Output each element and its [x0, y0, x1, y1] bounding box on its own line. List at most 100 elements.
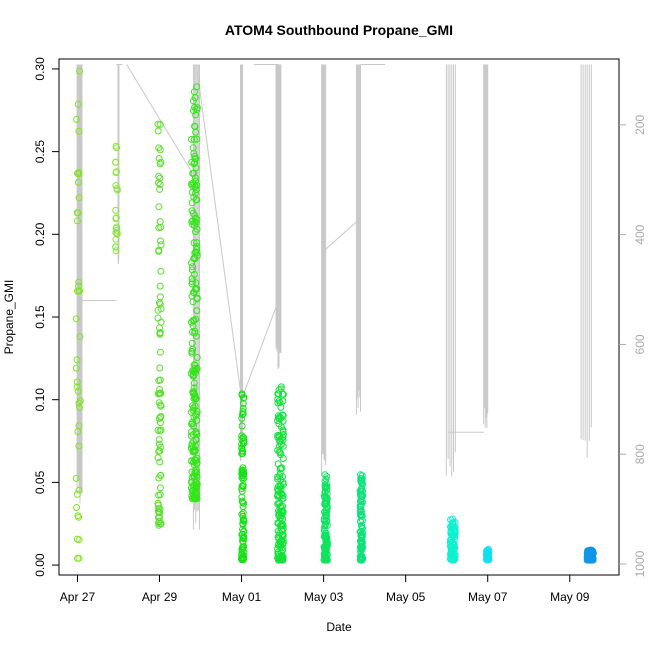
data-point: [75, 536, 83, 544]
data-point: [154, 179, 162, 187]
data-point: [322, 555, 330, 563]
data-point: [321, 508, 329, 516]
data-point: [156, 458, 164, 466]
data-point: [155, 440, 163, 448]
data-point: [323, 473, 331, 481]
right-axis-tick-label: 400: [633, 224, 647, 244]
data-point: [157, 444, 164, 451]
data-point: [359, 492, 366, 500]
data-point: [276, 482, 284, 490]
data-point: [193, 135, 201, 143]
data-point: [190, 395, 198, 403]
data-point: [112, 206, 120, 214]
data-point: [192, 495, 200, 503]
data-point: [192, 189, 199, 197]
data-point: [189, 263, 196, 271]
data-point: [156, 120, 164, 128]
data-point: [193, 354, 201, 361]
data-point: [155, 203, 163, 211]
data-point: [75, 399, 83, 407]
data-point: [155, 491, 163, 499]
data-point: [240, 434, 248, 442]
data-point: [74, 100, 82, 108]
data-point: [275, 511, 283, 519]
data-point: [240, 548, 248, 556]
data-point: [357, 507, 365, 515]
data-point: [154, 426, 162, 434]
data-point: [157, 348, 164, 356]
data-point: [239, 516, 247, 524]
data-point: [157, 237, 164, 245]
y-tick-label: 0.30: [33, 57, 47, 81]
data-point: [188, 349, 196, 357]
data-point: [191, 402, 199, 410]
data-point: [154, 306, 162, 314]
data-point: [154, 454, 162, 462]
data-point: [73, 383, 81, 391]
data-point: [275, 412, 282, 420]
data-point: [155, 474, 163, 482]
data-point: [279, 436, 287, 444]
x-tick-label: May 03: [304, 590, 344, 604]
data-point: [240, 528, 248, 536]
data-point: [190, 372, 198, 380]
data-point: [239, 483, 247, 491]
data-point: [74, 387, 82, 395]
data-point: [155, 521, 163, 529]
data-point: [485, 547, 492, 555]
data-point: [188, 259, 196, 267]
data-point: [191, 362, 199, 369]
data-point: [279, 397, 287, 405]
data-point: [192, 111, 200, 119]
data-point: [357, 506, 364, 513]
y-tick-label: 0.00: [33, 553, 47, 577]
data-point: [190, 88, 198, 96]
data-point: [188, 135, 195, 143]
data-point: [157, 318, 165, 326]
data-point: [75, 513, 83, 521]
right-axis-tick-label: 200: [633, 115, 647, 135]
right-axis: 200 400 600 800 1000: [619, 115, 647, 577]
data-point: [190, 181, 198, 189]
data-point: [154, 501, 162, 509]
data-point: [357, 556, 365, 564]
data-point: [451, 531, 458, 539]
data-point: [157, 267, 165, 275]
x-axis-label: Date: [326, 620, 352, 634]
data-point: [193, 469, 200, 476]
data-point: [157, 402, 165, 410]
data-point: [238, 444, 246, 452]
data-point: [188, 275, 196, 283]
data-point: [157, 426, 165, 434]
data-point: [112, 235, 120, 243]
data-point: [278, 464, 286, 472]
data-point: [277, 383, 285, 391]
data-point: [74, 554, 81, 562]
data-point: [278, 490, 286, 498]
y-axis: 0.00 0.05 0.10 0.15 0.20 0.25 0.30: [33, 57, 59, 577]
data-point: [191, 249, 199, 257]
data-point: [321, 488, 329, 496]
data-point: [321, 511, 329, 519]
data-point: [238, 414, 246, 422]
data-point: [154, 120, 162, 128]
data-point: [357, 485, 365, 493]
data-point: [239, 544, 247, 552]
data-point: [239, 512, 247, 520]
data-point: [73, 115, 81, 123]
y-tick-label: 0.10: [33, 388, 47, 412]
data-point: [274, 431, 282, 439]
data-point: [156, 330, 164, 338]
data-point: [155, 247, 163, 255]
x-tick-label: Apr 29: [142, 590, 178, 604]
data-point: [279, 492, 287, 500]
data-point: [586, 556, 594, 564]
data-point: [74, 287, 81, 295]
data-point: [589, 556, 597, 564]
data-point: [279, 555, 287, 563]
x-tick-label: Apr 27: [60, 590, 96, 604]
data-point: [155, 172, 163, 180]
data-point: [188, 442, 196, 450]
data-point: [357, 510, 365, 518]
data-point: [274, 390, 282, 398]
